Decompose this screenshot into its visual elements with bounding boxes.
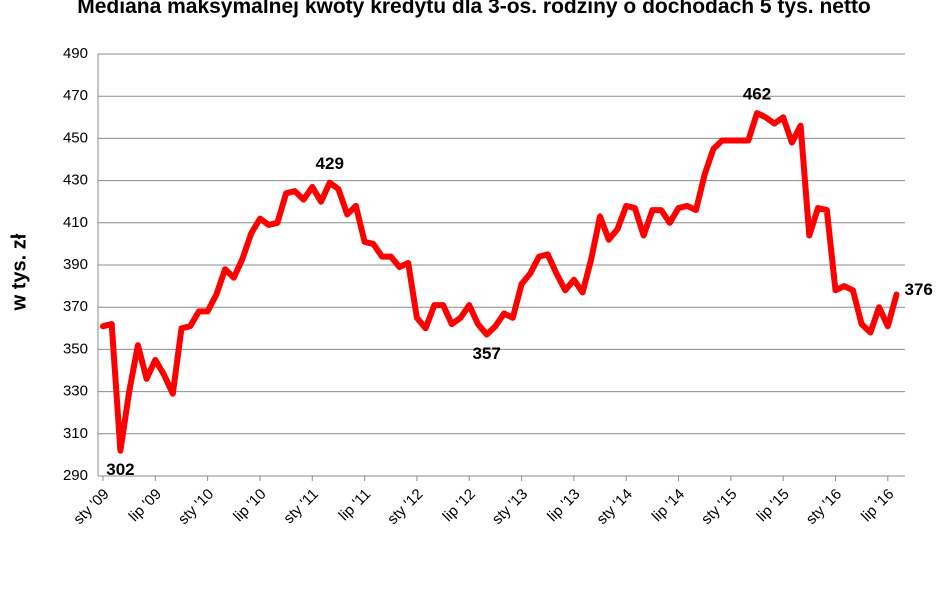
x-tick-label: sty '16 <box>803 486 845 528</box>
y-tick-label: 290 <box>63 467 88 484</box>
y-tick-label: 410 <box>63 214 88 231</box>
x-tick-label: lip '14 <box>649 486 688 525</box>
y-axis-label: w tys. zł <box>8 233 30 311</box>
x-tick-label: sty '13 <box>489 486 531 528</box>
x-tick-label: sty '14 <box>593 486 635 528</box>
y-tick-label: 310 <box>63 425 88 442</box>
x-tick-label: lip '09 <box>126 486 165 525</box>
x-tick-label: sty '10 <box>175 486 217 528</box>
y-tick-label: 350 <box>63 340 88 357</box>
y-tick-label: 390 <box>63 256 88 273</box>
y-tick-label: 330 <box>63 383 88 400</box>
x-tick-label: sty '09 <box>70 486 112 528</box>
data-label: 302 <box>106 460 134 479</box>
x-tick-label: lip '16 <box>858 486 897 525</box>
y-tick-label: 490 <box>63 45 88 62</box>
x-tick-label: lip '11 <box>336 486 375 525</box>
data-label: 429 <box>316 154 344 173</box>
x-tick-label: lip '15 <box>753 486 792 525</box>
y-tick-label: 430 <box>63 172 88 189</box>
data-label: 462 <box>743 85 771 104</box>
chart-title: Mediana maksymalnej kwoty kredytu dla 3-… <box>77 0 871 18</box>
x-tick-label: sty '12 <box>384 486 426 528</box>
data-line <box>100 110 900 454</box>
y-tick-label: 370 <box>63 298 88 315</box>
x-tick-label: sty '11 <box>280 486 322 528</box>
x-tick-label: lip '10 <box>230 486 269 525</box>
data-label: 357 <box>472 344 500 363</box>
y-tick-label: 470 <box>63 87 88 104</box>
x-tick-label: lip '13 <box>544 486 583 525</box>
data-label: 376 <box>905 280 933 299</box>
y-tick-label: 450 <box>63 129 88 146</box>
x-tick-label: lip '12 <box>439 486 478 525</box>
x-tick-label: sty '15 <box>698 486 740 528</box>
